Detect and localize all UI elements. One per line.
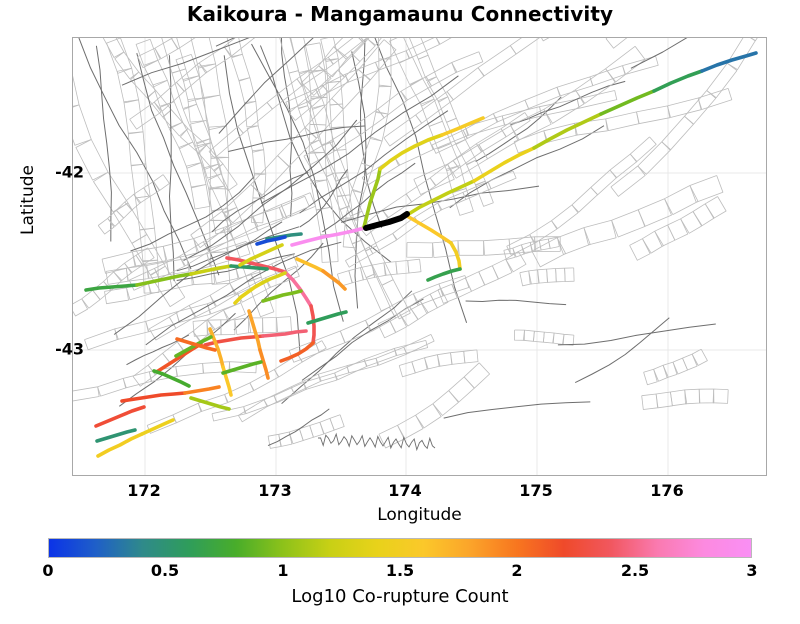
- colorbar-gradient: [48, 538, 752, 558]
- colorbar-tick-3: 1.5: [385, 561, 415, 580]
- corupture-trace: [229, 264, 269, 271]
- xtick-4: 176: [650, 481, 684, 500]
- corupture-trace: [309, 304, 316, 345]
- colorbar-tick-0: 0: [42, 561, 54, 580]
- map-plot-area: [72, 37, 767, 476]
- corupture-trace: [152, 369, 191, 388]
- corupture-trace: [261, 289, 303, 303]
- y-axis-label: Latitude: [18, 165, 38, 235]
- corupture-trace: [175, 337, 217, 352]
- corupture-trace: [321, 269, 347, 291]
- corupture-trace: [221, 360, 263, 375]
- corupture-trace: [247, 309, 262, 352]
- xtick-0: 172: [127, 481, 161, 500]
- corupture-trace: [96, 432, 144, 458]
- corupture-trace: [140, 418, 175, 436]
- ytick-0: -42: [55, 162, 84, 182]
- xtick-2: 174: [388, 481, 422, 500]
- corupture-trace: [426, 267, 462, 282]
- colorbar-tick-4: 2: [511, 561, 523, 580]
- corupture-trace: [208, 327, 225, 369]
- colorbar-tick-5: 2.5: [620, 561, 650, 580]
- corupture-trace: [156, 342, 203, 373]
- corupture-trace: [440, 116, 485, 137]
- corupture-trace: [449, 241, 462, 271]
- corupture-trace: [120, 391, 187, 403]
- colorbar: [48, 538, 752, 558]
- colorbar-label: Log10 Co-rupture Count: [291, 586, 509, 607]
- x-axis-label: Longitude: [377, 505, 462, 525]
- corupture-trace: [472, 146, 536, 183]
- corupture-trace: [189, 264, 233, 276]
- corupture-trace: [94, 405, 146, 428]
- corupture-trace: [599, 89, 656, 116]
- corupture-trace: [700, 51, 758, 73]
- corupture-trace: [378, 133, 444, 171]
- ytick-1: -43: [55, 339, 84, 359]
- colorbar-tick-1: 0.5: [150, 561, 180, 580]
- corupture-trace: [183, 385, 221, 395]
- corupture-trace: [295, 257, 325, 273]
- corupture-trace: [225, 256, 287, 274]
- corupture-trace: [189, 396, 231, 411]
- page-title: Kaikoura - Mangamaunu Connectivity: [186, 2, 614, 26]
- corupture-trace: [405, 214, 453, 245]
- corupture-trace: [283, 270, 313, 308]
- xtick-3: 175: [519, 481, 553, 500]
- corupture-trace: [532, 112, 603, 150]
- corupture-trace: [261, 329, 308, 338]
- colorbar-tick-2: 1: [277, 561, 289, 580]
- xtick-1: 173: [258, 481, 292, 500]
- corupture-trace: [306, 310, 348, 325]
- corupture-trace: [290, 226, 366, 247]
- corupture-trace: [233, 281, 264, 305]
- target-fault-mangamaunu: [363, 211, 410, 231]
- corupture-trace: [279, 341, 315, 363]
- corupture-trace: [405, 179, 476, 217]
- map-svg: [73, 38, 766, 475]
- corupture-trace: [260, 271, 287, 285]
- corupture-trace: [255, 235, 287, 246]
- colorbar-tick-6: 3: [746, 561, 758, 580]
- corupture-traces: [84, 51, 758, 458]
- corupture-trace: [258, 348, 270, 380]
- corupture-trace: [84, 283, 139, 292]
- background-fault-network: [73, 38, 758, 452]
- corupture-trace: [95, 428, 137, 443]
- corupture-trace: [652, 69, 704, 93]
- corupture-trace: [238, 243, 284, 267]
- corupture-trace: [174, 335, 213, 358]
- corupture-trace: [135, 272, 193, 287]
- corupture-trace: [362, 167, 382, 229]
